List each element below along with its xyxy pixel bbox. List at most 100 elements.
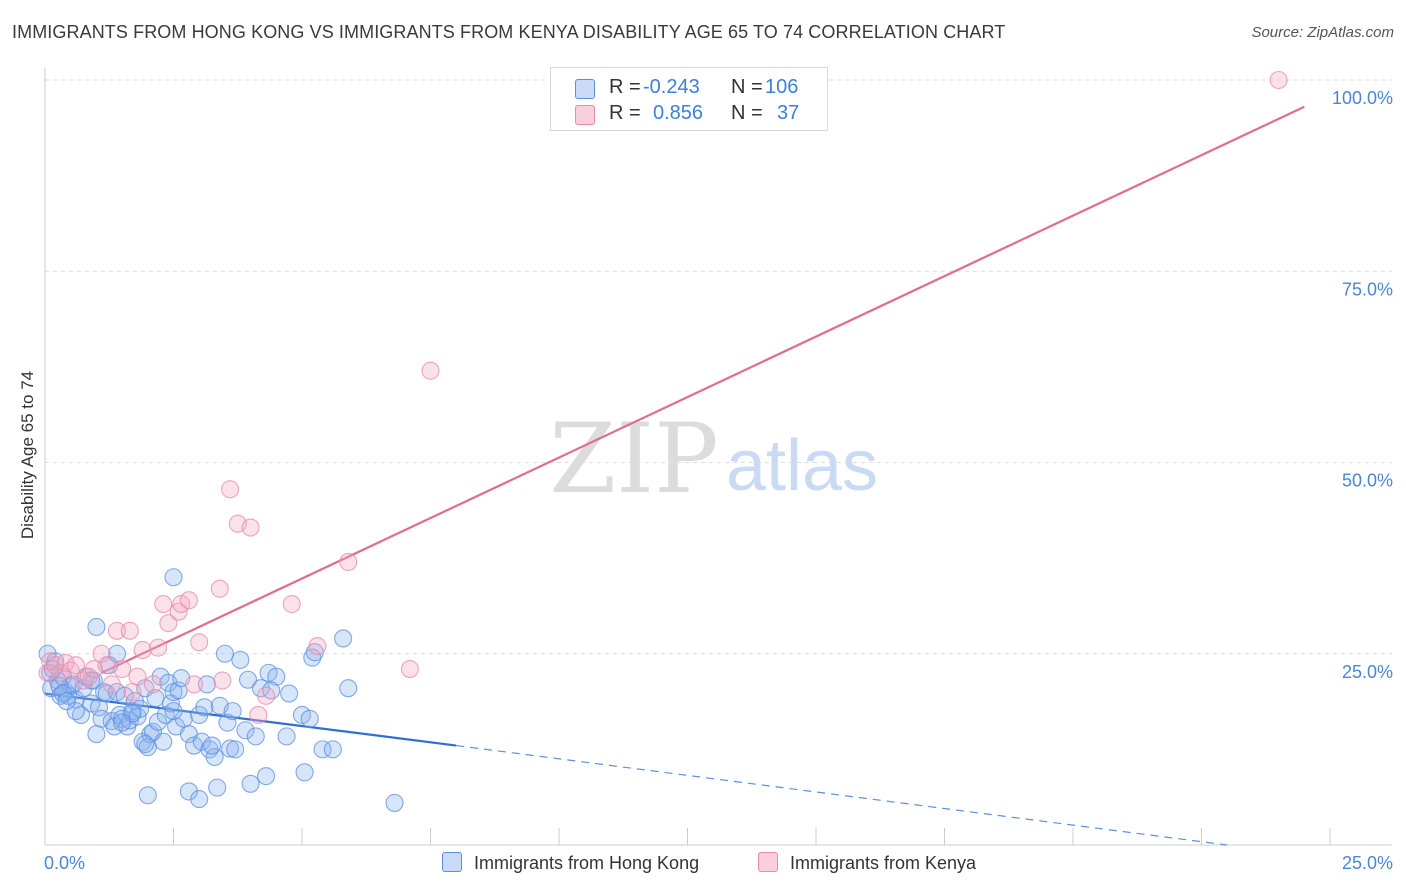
point-kenya	[179, 591, 198, 610]
point-kenya	[128, 667, 147, 686]
point-kenya	[97, 656, 116, 675]
point-hong-kong	[215, 644, 234, 663]
point-hong-kong	[192, 732, 211, 751]
y-axis-label: Disability Age 65 to 74	[18, 370, 37, 540]
point-hong-kong	[164, 702, 183, 721]
point-hong-kong	[262, 681, 281, 700]
legend-item-kenya: Immigrants from Kenya	[758, 852, 976, 874]
point-hong-kong	[197, 675, 216, 694]
point-hong-kong	[313, 740, 332, 759]
point-hong-kong	[220, 739, 240, 758]
legend-r-label: R =	[609, 76, 641, 98]
trend-line-kenya	[101, 105, 1305, 674]
point-kenya	[256, 686, 276, 705]
point-hong-kong	[195, 698, 214, 717]
point-hong-kong	[190, 790, 209, 809]
point-kenya	[400, 659, 419, 679]
point-hong-kong	[113, 713, 132, 732]
x-tick-label-max: 25.0%	[1342, 853, 1393, 873]
point-kenya	[308, 637, 327, 656]
point-hong-kong	[154, 732, 173, 751]
legend-swatch-hong-kong	[442, 852, 462, 872]
point-kenya	[282, 594, 301, 614]
axes	[44, 68, 1392, 846]
point-hong-kong	[205, 747, 224, 767]
point-hong-kong	[238, 670, 258, 689]
point-kenya	[66, 656, 85, 675]
legend-n-value: 106	[765, 76, 799, 98]
watermark-atlas: atlas	[726, 426, 878, 506]
point-hong-kong	[323, 740, 342, 759]
point-hong-kong	[87, 617, 106, 637]
legend-swatch-hong-kong	[575, 79, 595, 99]
legend-n-label: N =	[731, 76, 763, 98]
point-hong-kong	[74, 679, 93, 698]
point-kenya	[123, 682, 142, 702]
point-hong-kong	[277, 727, 296, 746]
point-kenya	[38, 663, 57, 682]
point-kenya	[154, 594, 173, 614]
point-hong-kong	[123, 704, 142, 723]
grid-lines	[45, 79, 1392, 655]
point-hong-kong	[218, 713, 237, 732]
tick-labels: 25.0% 50.0% 75.0% 100.0% 0.0% 25.0%	[44, 88, 1393, 873]
point-kenya	[102, 675, 121, 694]
point-hong-kong	[231, 650, 250, 669]
point-kenya	[220, 480, 240, 499]
point-hong-kong	[138, 786, 157, 805]
x-tick-label-min: 0.0%	[44, 853, 85, 873]
point-hong-kong	[66, 702, 85, 721]
chart-title: IMMIGRANTS FROM HONG KONG VS IMMIGRANTS …	[12, 22, 1006, 42]
point-kenya	[92, 644, 111, 663]
point-hong-kong	[57, 692, 76, 711]
source-label: Source: ZipAtlas.com	[1251, 24, 1394, 41]
point-hong-kong	[267, 667, 286, 686]
point-hong-kong	[149, 712, 168, 731]
point-hong-kong	[300, 709, 319, 728]
point-kenya	[1269, 70, 1288, 90]
point-hong-kong	[246, 727, 265, 746]
point-kenya	[133, 640, 152, 659]
point-hong-kong	[226, 740, 245, 759]
point-kenya	[107, 621, 127, 640]
correlation-legend: R = -0.243 N = 106 R = 0.856 N = 37	[550, 67, 828, 131]
point-hong-kong	[164, 568, 183, 587]
series-hong-kong	[38, 568, 404, 812]
legend-n-label: N =	[731, 102, 763, 124]
legend-label-kenya: Immigrants from Kenya	[790, 853, 977, 873]
point-kenya	[241, 518, 260, 537]
legend-r-value: 0.856	[653, 102, 704, 124]
legend-r-value: -0.243	[643, 76, 700, 98]
point-kenya	[339, 552, 358, 572]
legend-r-label: R =	[609, 102, 641, 124]
point-kenya	[249, 705, 268, 725]
point-hong-kong	[385, 793, 404, 812]
point-hong-kong	[339, 679, 358, 698]
y-tick-label: 100.0%	[1332, 88, 1393, 108]
point-kenya	[190, 633, 209, 652]
legend-swatch-kenya	[575, 105, 595, 125]
y-tick-label: 25.0%	[1342, 662, 1393, 682]
point-hong-kong	[236, 721, 255, 740]
point-kenya	[143, 675, 162, 694]
point-hong-kong	[179, 782, 198, 801]
legend-n-value: 37	[777, 102, 800, 124]
point-kenya	[120, 621, 139, 640]
point-kenya	[210, 579, 229, 598]
trend-line-hong-kong-extended	[456, 744, 1228, 846]
point-kenya	[213, 671, 232, 690]
point-kenya	[61, 661, 80, 680]
point-kenya	[185, 675, 204, 694]
series-kenya	[38, 70, 1288, 725]
point-hong-kong	[256, 767, 276, 786]
point-kenya	[421, 361, 440, 380]
legend-item-hong-kong: Immigrants from Hong Kong	[442, 852, 699, 874]
point-hong-kong	[241, 774, 260, 793]
point-hong-kong	[334, 629, 353, 648]
point-hong-kong	[87, 725, 106, 744]
point-kenya	[149, 638, 168, 657]
legend-label-hong-kong: Immigrants from Hong Kong	[474, 853, 700, 873]
data-points	[38, 70, 1288, 812]
legend-swatch-kenya	[758, 852, 778, 872]
